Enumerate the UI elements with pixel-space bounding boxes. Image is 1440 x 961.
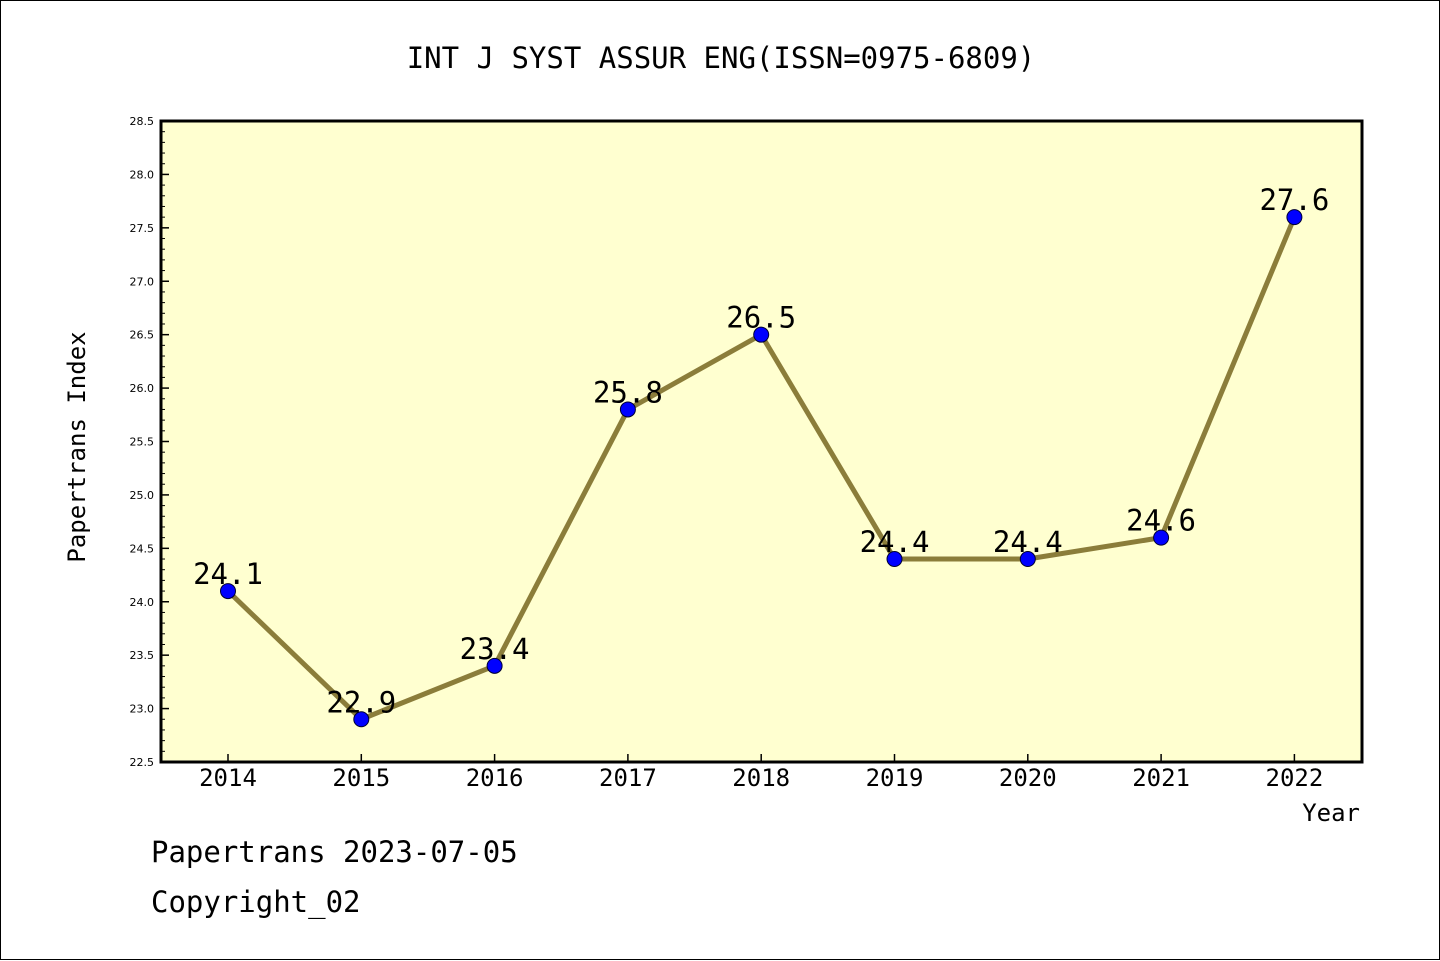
y-tick-label: 27.5 (130, 222, 155, 235)
y-tick-label: 26.0 (130, 382, 155, 395)
x-tick-label: 2019 (866, 764, 924, 792)
data-point (220, 583, 236, 600)
x-tick-label: 2016 (466, 764, 524, 792)
data-label: 22.9 (326, 685, 396, 719)
y-tick-label: 25.0 (130, 489, 155, 502)
data-label: 27.6 (1259, 183, 1329, 217)
y-tick-label: 26.5 (130, 329, 155, 342)
y-tick-label: 23.0 (130, 703, 155, 716)
data-label: 24.6 (1126, 504, 1196, 538)
data-label: 24.4 (993, 525, 1063, 559)
x-tick-label: 2014 (199, 764, 257, 792)
x-tick-label: 2021 (1132, 764, 1190, 792)
data-point (753, 326, 770, 343)
y-tick-label: 22.5 (130, 756, 155, 769)
data-point (1153, 529, 1170, 546)
x-tick-label: 2015 (332, 764, 390, 792)
y-tick-label: 24.0 (130, 596, 155, 609)
plot-area (161, 121, 1362, 762)
x-axis-label: Year (1302, 799, 1360, 827)
footer-stamp: Papertrans 2023-07-05 (151, 835, 518, 869)
data-label: 25.8 (593, 375, 663, 409)
data-point (486, 657, 503, 674)
y-tick-label: 25.5 (130, 436, 155, 449)
series-layer: 24.1 22.9 23.4 25.8 26.5 24.4 24.4 24.6 27.6 (193, 183, 1329, 728)
x-tick-label: 2017 (599, 764, 657, 792)
data-point (886, 551, 903, 568)
y-tick-label: 23.5 (130, 649, 155, 662)
data-point (619, 401, 636, 418)
y-tick-label: 24.5 (130, 542, 155, 555)
x-tick-label: 2018 (732, 764, 790, 792)
data-label: 23.4 (460, 632, 530, 666)
data-point (1286, 209, 1303, 226)
chart-title: INT J SYST ASSUR ENG(ISSN=0975-6809) (407, 41, 1036, 75)
x-tick-label: 2022 (1266, 764, 1324, 792)
data-label: 26.5 (726, 301, 796, 335)
data-label: 24.1 (193, 557, 263, 591)
x-tick-label: 2020 (999, 764, 1057, 792)
y-axis-label: Papertrans Index (63, 331, 91, 562)
plot-border (159, 119, 1364, 764)
data-point (353, 711, 370, 728)
y-tick-label: 28.0 (130, 168, 155, 181)
y-tick-label: 28.5 (130, 115, 155, 128)
x-axis: 2014 2015 2016 2017 2018 2019 2020 2021 2022 (199, 754, 1323, 792)
footer-copyright: Copyright_02 (151, 885, 361, 919)
data-point (1019, 551, 1036, 568)
y-tick-label: 27.0 (130, 275, 155, 288)
data-label: 24.4 (860, 525, 930, 559)
